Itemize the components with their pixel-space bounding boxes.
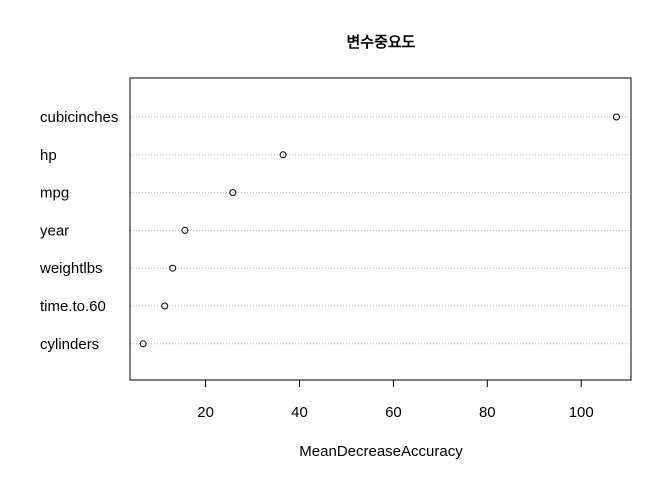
x-tick-label: 60: [385, 404, 402, 421]
data-point: [169, 264, 177, 272]
data-point: [612, 113, 620, 121]
data-point: [181, 226, 189, 234]
x-axis: 20 40 60 80 100: [197, 379, 594, 421]
x-axis-title: MeanDecreaseAccuracy: [299, 443, 463, 460]
x-tick-label: 20: [197, 404, 214, 421]
row-label: weightlbs: [39, 260, 103, 277]
row-label: hp: [40, 147, 57, 164]
x-tick-label: 80: [479, 404, 496, 421]
data-point: [229, 189, 237, 197]
chart-title: 변수중요도: [346, 33, 415, 51]
row-labels: cubicinches hp mpg year weightlbs time.to.60 c…: [39, 109, 118, 353]
grid-lines: [130, 116, 631, 345]
x-tick-label: 40: [291, 404, 308, 421]
data-point: [139, 340, 147, 348]
row-label: mpg: [40, 185, 69, 202]
row-label: cubicinches: [40, 109, 118, 126]
row-label: time.to.60: [40, 298, 106, 315]
row-label: year: [40, 222, 69, 239]
plot-box: [129, 77, 632, 381]
data-point: [161, 302, 169, 310]
x-tick-label: 100: [569, 404, 594, 421]
data-points: [139, 113, 620, 348]
data-point: [279, 151, 287, 159]
row-label: cylinders: [40, 336, 99, 353]
